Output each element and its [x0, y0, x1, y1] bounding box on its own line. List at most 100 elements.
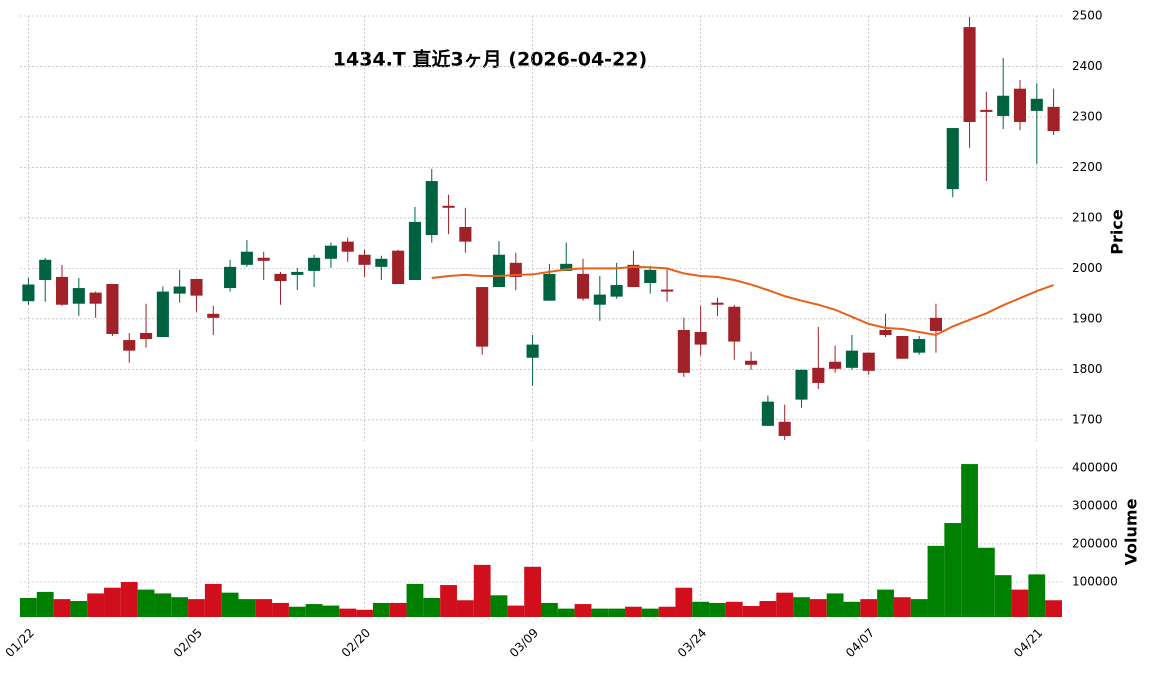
volume-bar — [944, 523, 962, 617]
candle-body — [274, 273, 287, 281]
y2-tick-label: 100000 — [1072, 575, 1118, 589]
volume-bar — [994, 575, 1012, 617]
candle-body — [963, 27, 976, 122]
y2-tick-label: 400000 — [1072, 460, 1118, 474]
volume-bar — [406, 583, 424, 617]
volume-bar — [725, 601, 743, 617]
candle-body — [89, 292, 102, 304]
volume-bar — [221, 592, 239, 617]
y-tick-label: 2100 — [1072, 210, 1103, 224]
candle-body — [257, 257, 270, 261]
volume-bar — [238, 599, 256, 617]
candle-body — [526, 344, 539, 358]
volume-bar — [809, 599, 827, 617]
volume-bar — [120, 582, 138, 617]
volume-bar — [36, 591, 54, 617]
volume-bar — [692, 601, 710, 617]
candle-body — [929, 317, 943, 331]
candle-body — [543, 273, 556, 301]
candle-body — [375, 258, 388, 267]
candle-body — [1030, 98, 1043, 111]
candle-body — [913, 339, 926, 353]
candle-body — [55, 276, 69, 305]
volume-bar — [137, 589, 155, 617]
volume-bar — [591, 608, 609, 617]
volume-bar — [1045, 600, 1062, 617]
candle-body — [644, 269, 657, 284]
candle-body — [980, 109, 993, 112]
volume-bar — [322, 605, 340, 617]
volume-bar — [1028, 574, 1046, 617]
moving-average-line — [431, 265, 1054, 337]
candle-body — [778, 421, 791, 436]
volume-bar — [389, 602, 407, 617]
volume-bar — [927, 545, 945, 617]
y2-tick-label: 200000 — [1072, 536, 1118, 550]
volume-bar — [171, 597, 189, 617]
candle-body — [173, 286, 186, 294]
y-tick-label: 2200 — [1072, 160, 1103, 174]
volume-bar — [910, 599, 928, 617]
candle-body — [106, 284, 119, 334]
x-tick-label: 02/05 — [171, 626, 205, 660]
volume-bar — [272, 602, 289, 617]
candle-body — [358, 254, 371, 265]
volume-bar — [20, 597, 37, 617]
volume-bar — [204, 583, 222, 617]
volume-bar — [154, 593, 172, 617]
x-tick-label: 01/22 — [3, 626, 37, 660]
y-tick-label: 1900 — [1072, 311, 1103, 325]
volume-bar — [860, 599, 878, 617]
volume-bar — [557, 608, 575, 617]
candle-body — [139, 332, 153, 340]
candle-body — [946, 128, 959, 190]
volume-bar — [742, 605, 760, 617]
candle-body — [1047, 106, 1060, 132]
candle-body — [862, 352, 875, 371]
candle-body — [795, 369, 808, 400]
volume-bar — [456, 600, 474, 617]
volume-bar — [977, 547, 995, 617]
volume-bar — [70, 601, 88, 617]
candle-body — [728, 306, 741, 342]
candle-body — [207, 313, 220, 318]
candle-body — [240, 251, 253, 265]
candle-body — [72, 288, 85, 304]
volume-bar — [541, 602, 558, 617]
x-tick-label: 03/09 — [507, 626, 541, 660]
candle-body — [627, 264, 640, 288]
candle-body — [879, 329, 892, 336]
candle-body — [22, 284, 35, 302]
candle-body — [593, 294, 606, 305]
volume-bar — [793, 597, 810, 617]
candle-body — [761, 401, 774, 426]
candle-body — [997, 95, 1010, 116]
volume-bar — [490, 595, 508, 617]
candle-body — [812, 367, 825, 383]
volume-bar — [1011, 589, 1029, 617]
y-tick-label: 2300 — [1072, 109, 1103, 123]
y-tick-label: 2400 — [1072, 59, 1103, 73]
y-tick-label: 1700 — [1072, 412, 1103, 426]
volume-bar — [961, 464, 978, 617]
candle-body — [341, 241, 354, 252]
volume-bar — [574, 604, 592, 617]
candle-body — [677, 329, 690, 373]
candle-body — [291, 271, 304, 275]
candle-body — [425, 181, 438, 236]
x-tick-label: 02/20 — [339, 626, 373, 660]
volume-bar — [188, 599, 205, 617]
candle-body — [123, 340, 136, 351]
candle-body — [560, 263, 573, 271]
volume-bar — [709, 602, 726, 617]
candle-body — [660, 289, 674, 292]
candle-body — [459, 226, 472, 242]
x-tick-label: 04/21 — [1011, 626, 1045, 660]
volume-bar — [843, 601, 861, 617]
volume-bar — [893, 597, 911, 617]
candle-body — [492, 254, 506, 288]
volume-bar — [641, 608, 659, 617]
candle-body — [694, 331, 707, 345]
volume-bar — [87, 593, 105, 617]
volume-bar — [473, 564, 491, 617]
